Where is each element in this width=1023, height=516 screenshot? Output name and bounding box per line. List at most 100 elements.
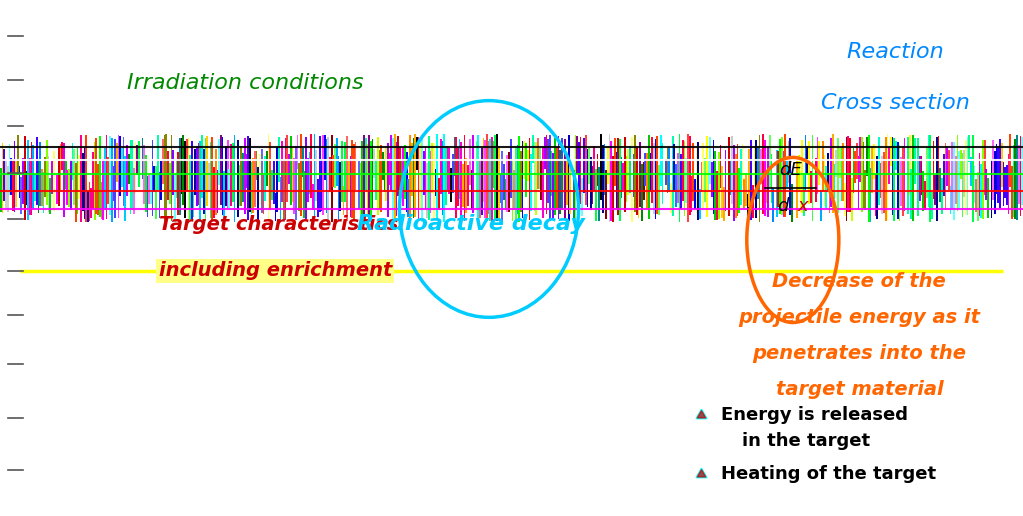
Bar	[759, 135, 760, 221]
Bar	[179, 138, 181, 215]
Bar	[657, 136, 658, 214]
Bar	[136, 146, 138, 175]
Bar	[49, 178, 51, 214]
Bar	[100, 182, 102, 219]
Bar	[218, 139, 220, 185]
Bar	[33, 145, 34, 208]
Bar	[227, 140, 228, 208]
Bar	[902, 146, 903, 216]
Bar	[989, 157, 990, 204]
Bar	[601, 134, 602, 200]
Bar	[254, 151, 256, 207]
Bar	[972, 135, 974, 222]
Bar	[417, 137, 419, 220]
Bar	[849, 138, 851, 212]
Bar	[844, 183, 846, 217]
Bar	[82, 153, 84, 212]
Bar	[951, 141, 953, 208]
Bar	[360, 163, 361, 221]
Bar	[496, 134, 498, 221]
Bar	[271, 170, 273, 200]
Bar	[745, 173, 747, 205]
Bar	[312, 184, 314, 211]
Bar	[450, 168, 452, 202]
Bar	[519, 136, 520, 222]
Bar	[731, 136, 733, 204]
Bar	[957, 135, 959, 212]
Bar	[1015, 139, 1016, 219]
Bar	[433, 143, 435, 221]
Bar	[563, 161, 565, 194]
Bar	[764, 140, 765, 216]
Bar	[26, 171, 28, 205]
Bar	[883, 152, 885, 213]
Bar	[839, 148, 841, 179]
Bar	[299, 163, 300, 211]
Text: Heating of the target: Heating of the target	[721, 465, 936, 482]
Bar	[95, 138, 97, 214]
Bar	[104, 148, 105, 209]
Bar	[719, 145, 721, 188]
Bar	[975, 179, 977, 212]
Bar	[636, 147, 637, 215]
Text: Cross section: Cross section	[820, 93, 970, 113]
Bar	[900, 157, 902, 206]
Bar	[353, 143, 355, 220]
Bar	[481, 149, 483, 215]
Bar	[386, 147, 387, 201]
Bar	[184, 141, 186, 218]
Bar	[61, 141, 63, 170]
Bar	[498, 146, 499, 221]
Bar	[187, 138, 189, 221]
Bar	[977, 172, 979, 221]
Bar	[573, 170, 575, 220]
Bar	[992, 140, 994, 200]
Bar	[558, 137, 560, 218]
Bar	[897, 142, 898, 219]
Bar	[704, 158, 706, 202]
Bar	[892, 137, 893, 215]
Bar	[125, 156, 126, 221]
Bar	[585, 135, 586, 205]
Bar	[895, 141, 897, 170]
Bar	[668, 147, 670, 192]
Bar	[230, 144, 232, 206]
Bar	[893, 138, 895, 221]
Bar	[249, 138, 251, 212]
Bar	[346, 136, 348, 221]
Bar	[634, 135, 636, 212]
Bar	[38, 158, 39, 213]
Bar	[373, 150, 375, 178]
Bar	[663, 143, 665, 214]
Bar	[612, 156, 614, 221]
Bar	[506, 155, 508, 212]
Bar	[777, 151, 780, 207]
Bar	[757, 146, 759, 200]
Bar	[790, 138, 791, 215]
Bar	[264, 156, 266, 201]
Bar	[210, 142, 212, 218]
Bar	[0, 168, 2, 212]
Bar	[74, 150, 75, 205]
Bar	[41, 169, 43, 206]
Bar	[77, 148, 79, 215]
Bar	[155, 166, 157, 219]
Bar	[473, 135, 474, 213]
Bar	[222, 137, 223, 215]
Bar	[412, 138, 414, 218]
Bar	[322, 135, 324, 216]
Bar	[785, 134, 786, 217]
Bar	[550, 151, 552, 196]
Bar	[401, 161, 402, 198]
Bar	[460, 142, 462, 221]
Bar	[629, 146, 631, 193]
Bar	[842, 143, 844, 201]
Bar	[926, 147, 928, 198]
Bar	[616, 152, 617, 207]
Bar	[750, 140, 752, 220]
Bar	[468, 165, 469, 206]
Bar	[174, 173, 176, 222]
Bar	[888, 147, 890, 184]
Bar	[361, 140, 363, 216]
Bar	[172, 150, 174, 195]
